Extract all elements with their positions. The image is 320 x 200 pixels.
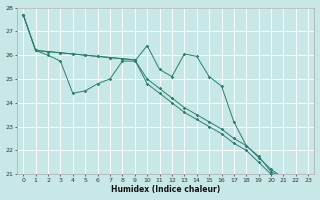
- X-axis label: Humidex (Indice chaleur): Humidex (Indice chaleur): [111, 185, 220, 194]
